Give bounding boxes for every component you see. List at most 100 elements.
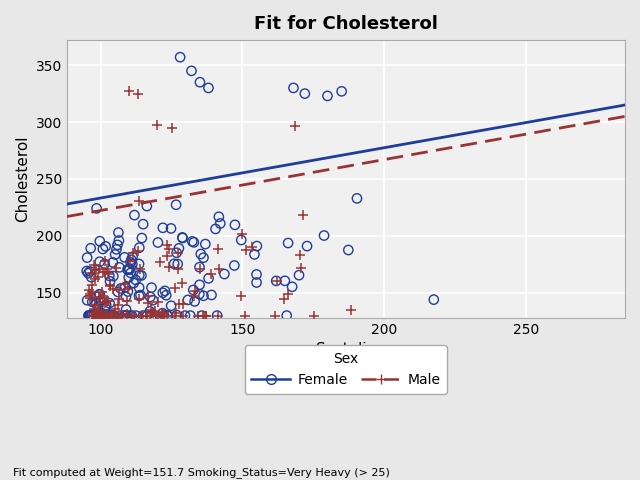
Point	[141, 202, 152, 210]
Point	[170, 284, 180, 292]
Point	[101, 312, 111, 319]
Point	[83, 269, 93, 277]
Point	[94, 294, 104, 302]
Point	[198, 254, 209, 262]
Point	[104, 272, 115, 280]
Point	[92, 300, 102, 307]
Point	[343, 246, 353, 254]
Point	[127, 312, 137, 319]
Point	[113, 301, 123, 309]
Point	[98, 245, 108, 253]
Point	[92, 204, 102, 212]
Point	[337, 87, 347, 95]
Point	[88, 312, 99, 319]
Point	[134, 292, 144, 300]
Point	[189, 239, 199, 246]
Point	[124, 274, 134, 281]
Point	[121, 306, 131, 313]
Point	[105, 312, 115, 319]
Point	[131, 276, 141, 284]
Point	[145, 312, 156, 319]
Point	[95, 237, 105, 245]
Point	[183, 296, 193, 304]
Point	[129, 279, 139, 287]
Point	[280, 277, 290, 285]
Point	[116, 312, 126, 319]
Point	[136, 291, 146, 299]
Point	[206, 291, 216, 299]
Point	[111, 245, 122, 253]
Point	[125, 259, 136, 266]
Point	[212, 245, 223, 252]
Point	[87, 311, 97, 318]
Point	[169, 260, 179, 268]
Point	[84, 312, 94, 319]
Point	[101, 312, 111, 319]
Point	[195, 78, 205, 86]
Point	[127, 260, 138, 268]
Point	[198, 312, 209, 319]
Point	[147, 306, 157, 313]
Point	[157, 289, 168, 297]
Point	[100, 304, 110, 312]
Point	[134, 296, 144, 303]
Point	[143, 299, 154, 307]
Point	[200, 240, 211, 248]
Point	[136, 312, 147, 319]
Point	[97, 288, 107, 296]
Point	[82, 254, 92, 262]
Point	[147, 284, 157, 291]
Point	[241, 246, 251, 253]
Point	[196, 250, 206, 258]
Point	[108, 312, 118, 319]
Point	[84, 286, 95, 294]
Point	[92, 312, 102, 319]
Point	[85, 290, 95, 298]
Point	[86, 269, 97, 277]
Point	[108, 272, 118, 280]
Point	[93, 312, 104, 319]
Point	[157, 309, 168, 317]
Point	[107, 312, 117, 319]
Point	[85, 294, 95, 301]
Point	[163, 312, 173, 319]
Point	[283, 239, 293, 247]
Point	[173, 265, 183, 273]
Point	[138, 312, 148, 319]
Point	[193, 312, 203, 319]
Point	[111, 264, 121, 271]
Point	[137, 234, 147, 242]
Point	[166, 302, 176, 310]
Point	[84, 312, 95, 319]
Point	[252, 242, 262, 250]
Point	[127, 253, 138, 261]
Point	[114, 286, 124, 294]
Point	[212, 312, 222, 319]
Point	[104, 312, 115, 319]
Point	[126, 312, 136, 319]
Point	[101, 299, 111, 306]
Point	[120, 253, 130, 261]
Point	[88, 312, 99, 319]
Point	[157, 224, 168, 232]
Point	[86, 281, 97, 289]
Point	[120, 312, 131, 319]
Point	[116, 312, 127, 319]
Point	[173, 249, 184, 256]
Point	[92, 312, 102, 319]
Point	[96, 312, 106, 319]
Point	[124, 266, 134, 274]
Point	[147, 312, 157, 319]
Point	[86, 288, 97, 296]
Point	[106, 312, 116, 319]
Point	[120, 312, 130, 319]
Point	[213, 312, 223, 319]
Point	[156, 312, 166, 319]
Point	[214, 213, 224, 221]
X-axis label: Systolic: Systolic	[316, 342, 376, 357]
Point	[294, 252, 305, 259]
Point	[99, 292, 109, 300]
Point	[108, 259, 118, 266]
Point	[82, 297, 92, 304]
Point	[272, 277, 282, 285]
